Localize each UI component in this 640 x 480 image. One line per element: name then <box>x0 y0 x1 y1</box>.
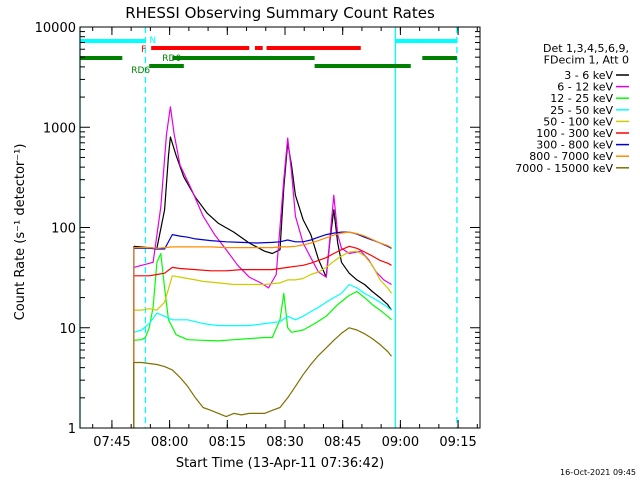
x-tick-label-09-15: 09:15 <box>439 435 476 450</box>
series-lines <box>133 106 392 428</box>
chart-title: RHESSI Observing Summary Count Rates <box>125 4 435 22</box>
x-tick-label-09-00: 09:00 <box>382 435 419 450</box>
legend-label-25-50-kev: 25 - 50 keV <box>550 104 613 117</box>
x-axis-label: Start Time (13-Apr-11 07:36:42) <box>176 456 384 471</box>
series-line-100-300-kev <box>133 245 392 277</box>
y-tick-label-10000: 10000 <box>35 21 76 36</box>
legend-label-300-800-kev: 300 - 800 keV <box>536 139 613 152</box>
y-tick-label-1: 1 <box>68 422 76 437</box>
series-line-800-7000-kev <box>133 231 392 249</box>
y-tick-label-10: 10 <box>59 322 76 337</box>
legend-label-3-6-kev: 3 - 6 keV <box>564 69 613 82</box>
flag-bars: NF RD0 RD6 <box>80 36 457 76</box>
legend-header-1: FDecim 1, Att 0 <box>544 54 629 67</box>
legend-header-0: Det 1,3,4,5,6,9, <box>543 42 629 55</box>
legend-label-100-300-kev: 100 - 300 keV <box>536 127 613 140</box>
flag-label-n: N <box>149 36 156 46</box>
legend-label-7000-15000-kev: 7000 - 15000 keV <box>515 162 613 175</box>
footer-date: 16-Oct-2021 09:45 <box>560 468 636 477</box>
legend-label-50-100-kev: 50 - 100 keV <box>543 115 613 128</box>
x-tick-label-08-00: 08:00 <box>151 435 188 450</box>
x-tick-label-07-45: 07:45 <box>93 435 130 450</box>
y-axis-label: Count Rate (s⁻¹ detector⁻¹) <box>13 144 28 321</box>
legend: Det 1,3,4,5,6,9,FDecim 1, Att 0 3 - 6 keV… <box>515 42 629 175</box>
flag-label-f: F <box>141 45 146 55</box>
y-tick-label-1000: 1000 <box>43 121 76 136</box>
legend-label-12-25-kev: 12 - 25 keV <box>550 92 613 105</box>
flag-label-rd0: RD0 <box>162 54 181 64</box>
flag-label-rd6: RD6 <box>131 66 150 76</box>
axes: 07:45 08:00 08:15 08:30 08:45 09:00 09:15 1 10 10… <box>35 21 481 450</box>
legend-label-6-12-kev: 6 - 12 keV <box>557 81 613 94</box>
series-line-7000-15000-kev <box>133 327 392 418</box>
series-line-25-50-kev <box>133 283 392 333</box>
x-tick-label-08-15: 08:15 <box>209 435 246 450</box>
x-tick-label-08-30: 08:30 <box>266 435 303 450</box>
series-line-50-100-kev <box>133 250 392 311</box>
x-tick-label-08-45: 08:45 <box>324 435 361 450</box>
legend-label-800-7000-kev: 800 - 7000 keV <box>529 150 613 163</box>
series-line-6-12-kev <box>133 106 392 289</box>
y-tick-label-100: 100 <box>51 222 76 237</box>
series-line-12-25-kev <box>133 252 392 342</box>
